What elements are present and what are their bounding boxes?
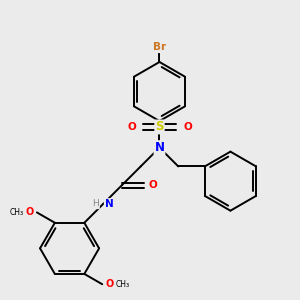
Text: N: N [154,141,164,154]
Text: S: S [155,120,164,134]
Text: O: O [148,180,157,190]
Text: O: O [106,279,114,289]
Text: CH₃: CH₃ [116,280,130,289]
Text: O: O [183,122,192,132]
Text: O: O [127,122,136,132]
Text: Br: Br [153,42,166,52]
Text: CH₃: CH₃ [9,208,23,217]
Text: O: O [26,207,34,218]
Text: H: H [92,200,99,208]
Text: N: N [105,199,113,209]
